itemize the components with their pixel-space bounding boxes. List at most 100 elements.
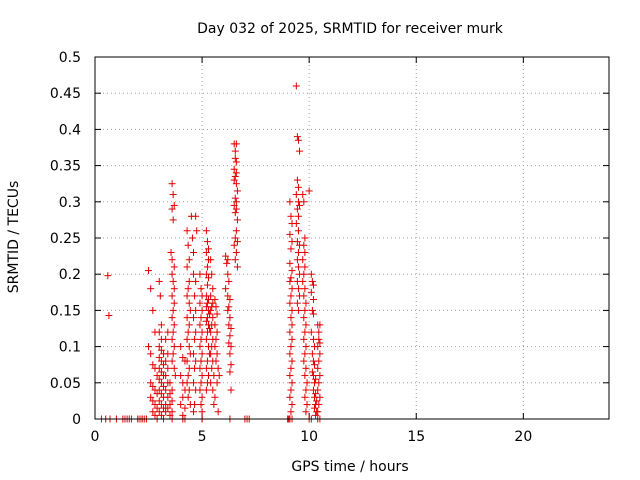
data-point (224, 256, 232, 264)
data-point (316, 321, 324, 329)
data-point (168, 408, 176, 416)
data-point (287, 212, 295, 220)
data-point (288, 401, 296, 409)
data-point (155, 364, 163, 372)
data-point (170, 299, 178, 307)
data-point (168, 270, 176, 278)
data-point (164, 364, 172, 372)
data-point (231, 147, 239, 155)
data-point (166, 390, 174, 398)
data-point (299, 256, 307, 264)
data-point (316, 350, 324, 358)
data-point (192, 328, 200, 336)
data-point (160, 382, 168, 390)
data-point (184, 285, 192, 293)
data-point (185, 321, 193, 329)
data-point (185, 299, 193, 307)
data-point (155, 386, 163, 394)
data-point (294, 227, 302, 235)
data-point (212, 303, 220, 311)
data-point (202, 317, 210, 325)
data-point (169, 306, 177, 314)
data-point (287, 292, 295, 300)
data-point (232, 248, 240, 256)
data-point (170, 321, 178, 329)
data-point (210, 401, 218, 409)
data-point (232, 205, 240, 213)
data-point (162, 408, 170, 416)
data-point (296, 201, 304, 209)
data-point (226, 314, 234, 322)
data-point (168, 357, 176, 365)
data-point (184, 328, 192, 336)
data-point (185, 343, 193, 351)
data-point (164, 404, 172, 412)
data-point (155, 353, 163, 361)
data-point (292, 82, 300, 90)
data-point (222, 252, 230, 260)
data-point (300, 357, 308, 365)
data-point (198, 350, 206, 358)
data-point (293, 133, 301, 141)
data-point (307, 288, 315, 296)
data-point (193, 227, 201, 235)
data-point (190, 350, 198, 358)
y-tick-label: 0.4 (59, 122, 81, 138)
data-point (232, 158, 240, 166)
data-point (205, 274, 213, 282)
data-point (177, 372, 185, 380)
data-point (300, 314, 308, 322)
data-point (169, 277, 177, 285)
data-point (302, 408, 310, 416)
data-point (198, 393, 206, 401)
data-point (147, 285, 155, 293)
data-point (213, 350, 221, 358)
data-point (224, 270, 232, 278)
data-point (202, 386, 210, 394)
data-point (312, 411, 320, 419)
data-point (164, 393, 172, 401)
data-point (105, 311, 113, 319)
data-point (153, 372, 161, 380)
data-point (301, 328, 309, 336)
data-point (233, 187, 241, 195)
data-point (302, 386, 310, 394)
data-point (296, 147, 304, 155)
data-point (166, 411, 174, 419)
data-point (169, 216, 177, 224)
data-point (230, 165, 238, 173)
data-point (170, 285, 178, 293)
data-point (166, 379, 174, 387)
data-point (287, 364, 295, 372)
data-point (315, 328, 323, 336)
data-point (209, 386, 217, 394)
ticks: 0 0.05 0.1 0.15 0.2 0.25 0.3 0.35 0.4 0.45 0.5 0 5 10… (50, 50, 609, 445)
data-point (208, 270, 216, 278)
data-point (292, 191, 300, 199)
data-point (308, 277, 316, 285)
data-point (231, 234, 239, 242)
data-point (232, 198, 240, 206)
data-point (185, 277, 193, 285)
y-tick-label: 0.45 (50, 86, 81, 102)
data-point (168, 397, 176, 405)
data-point (301, 350, 309, 358)
data-point (156, 292, 164, 300)
data-point (207, 256, 215, 264)
data-point (287, 314, 295, 322)
data-point (155, 277, 163, 285)
data-point (190, 379, 198, 387)
data-point (294, 263, 302, 271)
data-point (213, 379, 221, 387)
data-point (192, 212, 200, 220)
data-point (302, 321, 310, 329)
data-point (168, 386, 176, 394)
data-point (294, 136, 302, 144)
data-point (286, 328, 294, 336)
data-point (149, 397, 157, 405)
data-point (293, 176, 301, 184)
data-point (155, 408, 163, 416)
data-point (288, 357, 296, 365)
data-point (301, 393, 309, 401)
